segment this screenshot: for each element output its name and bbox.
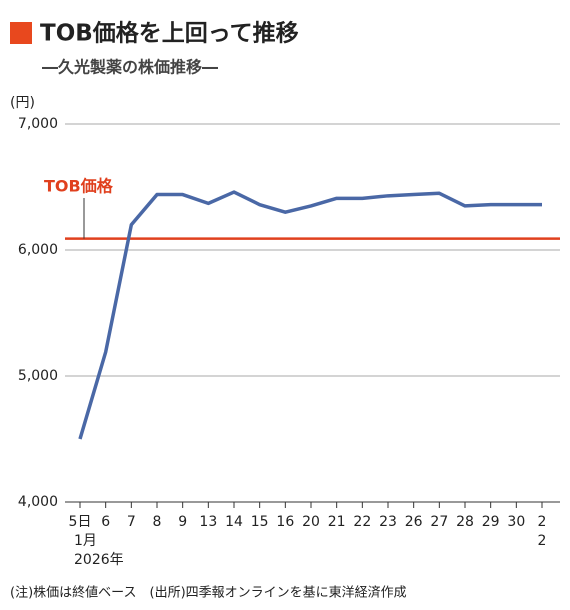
x-tick-label: 13: [199, 514, 217, 530]
x-tick-label: 28: [456, 514, 474, 530]
series-line: [78, 190, 542, 440]
y-tick-label: 4,000: [18, 494, 58, 510]
x-tick-label: 7: [127, 514, 136, 530]
x-tick-label: 14: [225, 514, 243, 530]
reference-label: TOB価格: [44, 177, 114, 196]
x-tick-label: 21: [328, 514, 346, 530]
y-tick-label: 6,000: [18, 242, 58, 258]
x-sublabel: 2: [538, 533, 547, 549]
footnote: (注)株価は終値ベース (出所)四季報オンラインを基に東洋経済作成: [10, 585, 407, 601]
x-tick-label: 2: [538, 514, 547, 530]
y-unit: (円): [10, 95, 35, 111]
x-sublabel: 1月: [74, 533, 97, 549]
x-tick-label: 23: [379, 514, 397, 530]
x-tick-label: 22: [353, 514, 371, 530]
x-sublabel: 2026年: [74, 552, 124, 568]
chart-title: TOB価格を上回って推移: [40, 20, 299, 47]
x-tick-label: 5日: [69, 514, 92, 530]
y-tick-label: 7,000: [18, 116, 58, 132]
x-tick-label: 20: [302, 514, 320, 530]
title-marker: [10, 22, 32, 44]
x-tick-label: 26: [405, 514, 423, 530]
y-tick-label: 5,000: [18, 368, 58, 384]
chart-subtitle: ―久光製薬の株価推移―: [42, 58, 218, 77]
x-tick-label: 15: [251, 514, 269, 530]
x-tick-label: 30: [507, 514, 525, 530]
x-tick-label: 16: [276, 514, 294, 530]
x-tick-label: 29: [482, 514, 500, 530]
x-tick-label: 27: [430, 514, 448, 530]
x-tick-label: 8: [153, 514, 162, 530]
x-tick-label: 6: [101, 514, 110, 530]
x-tick-label: 9: [178, 514, 187, 530]
